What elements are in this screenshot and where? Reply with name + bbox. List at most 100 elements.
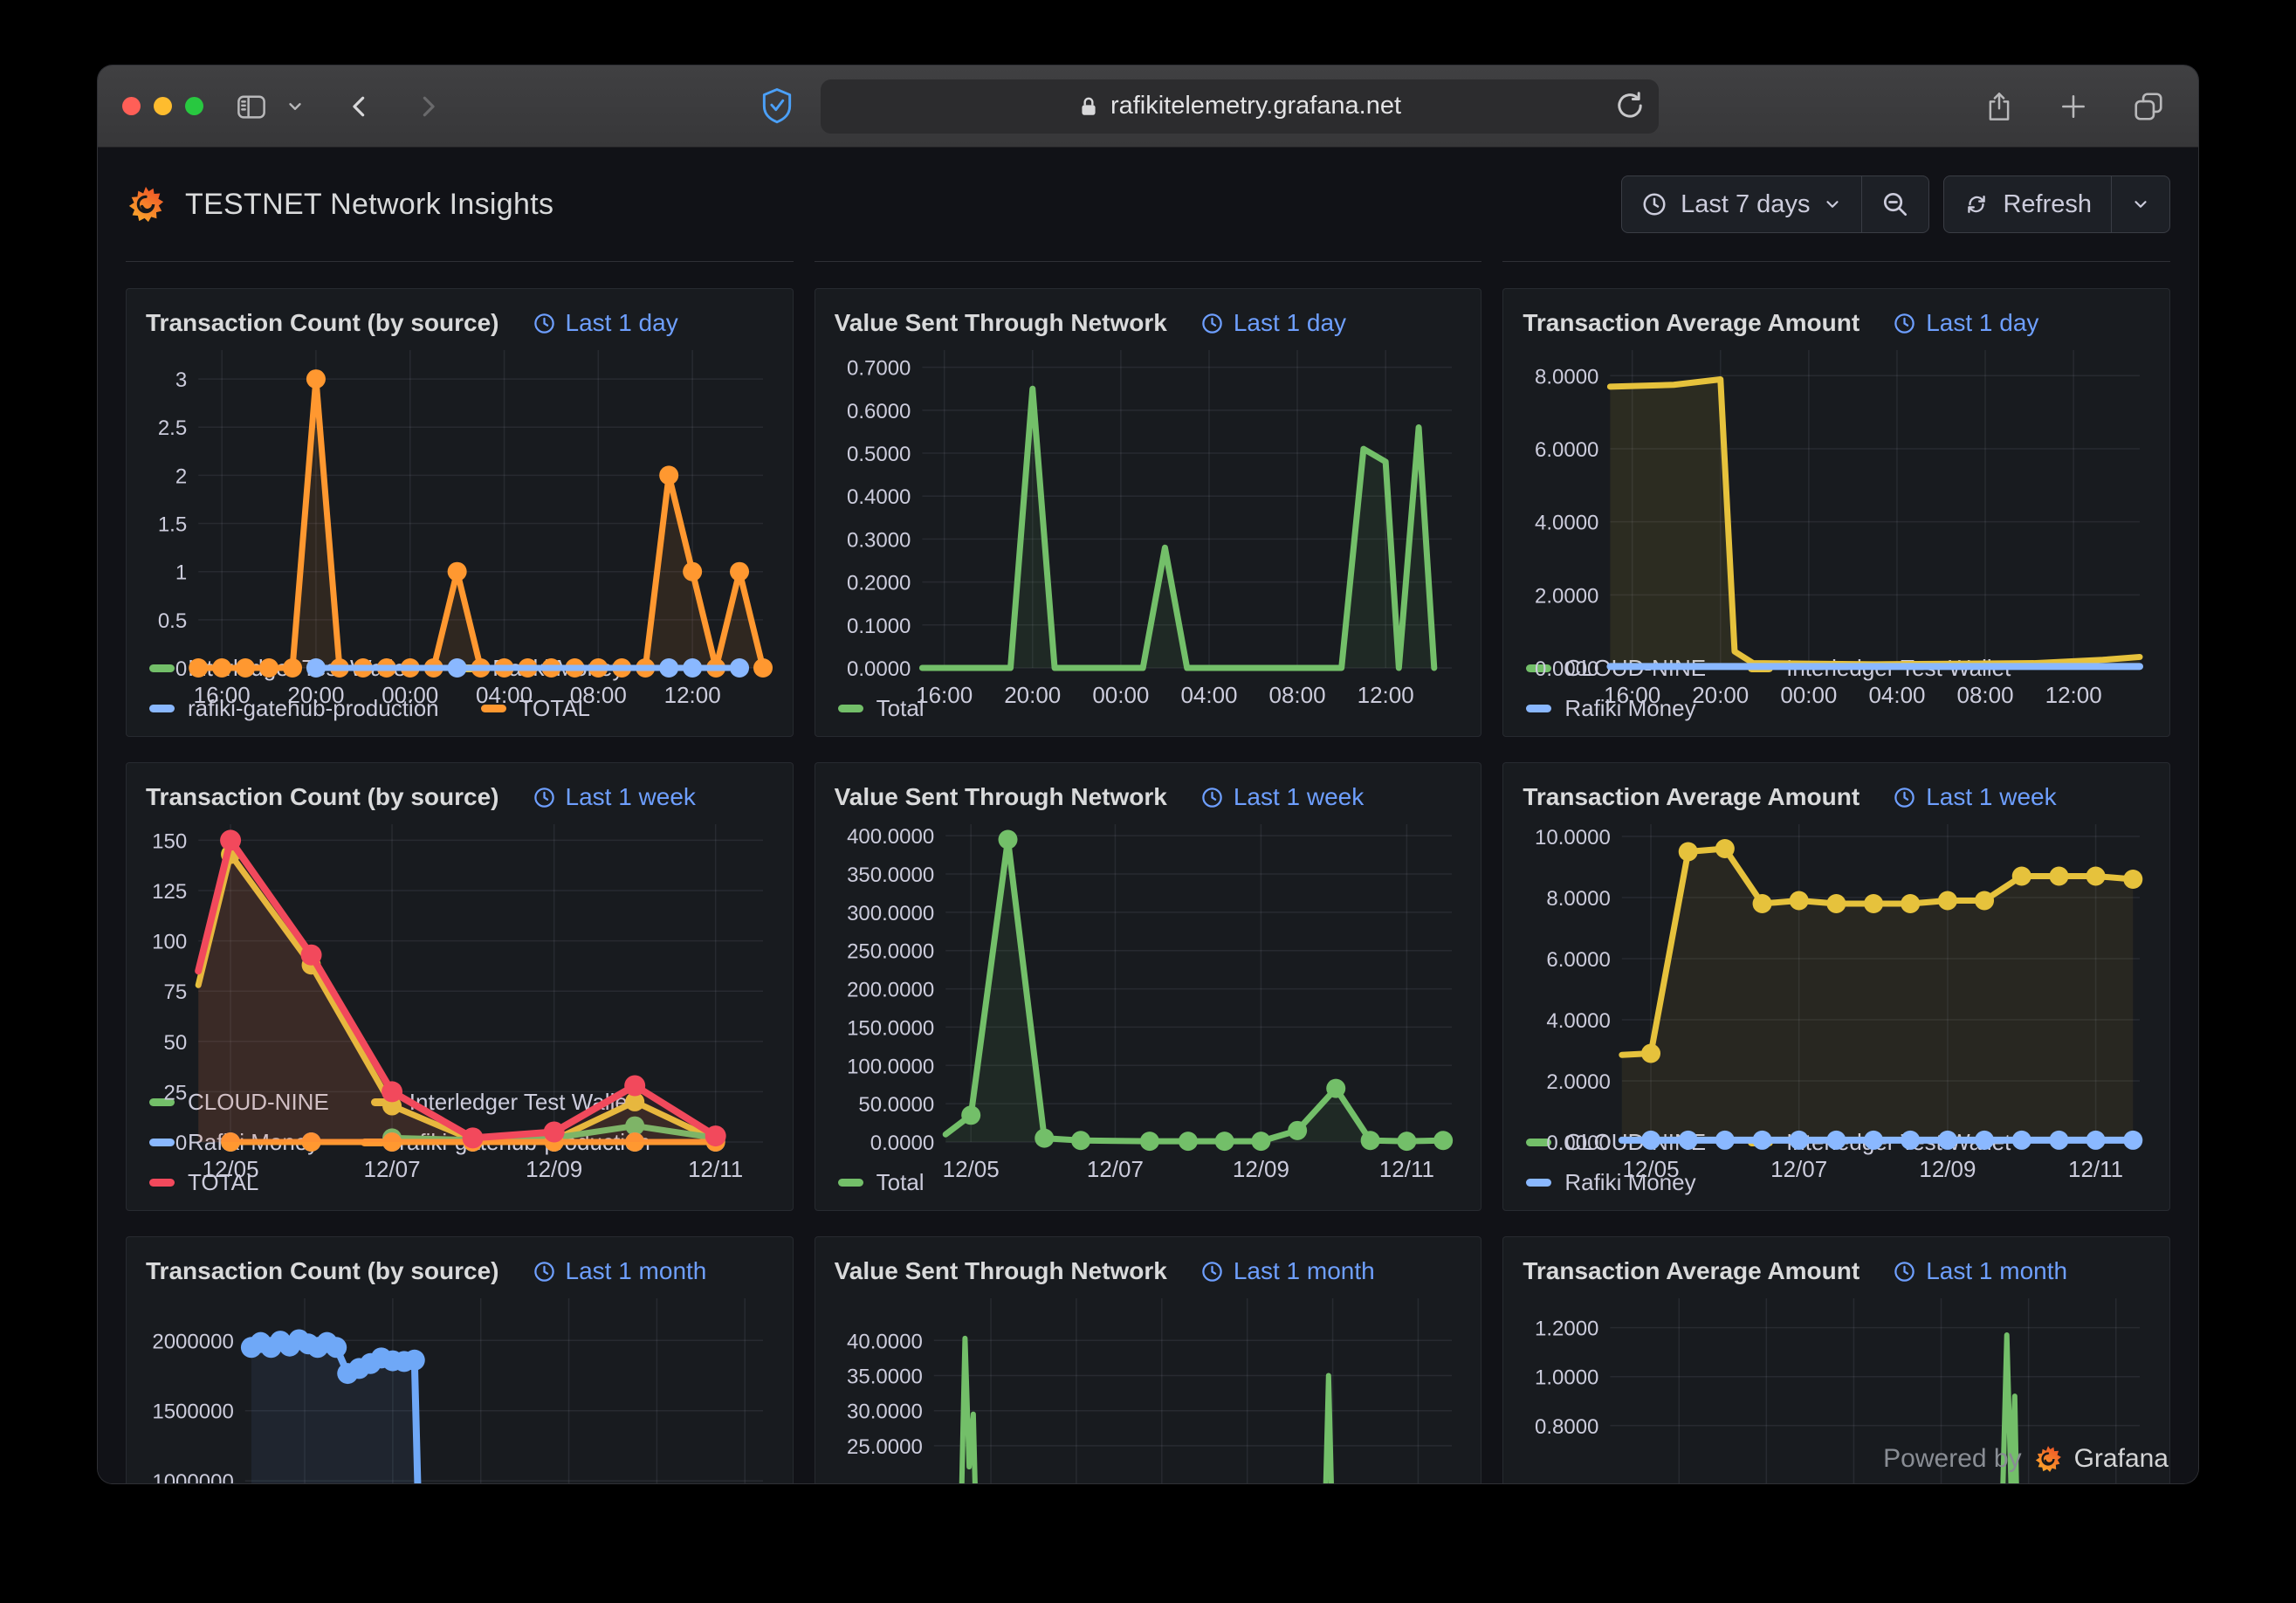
zoom-out-button[interactable] bbox=[1861, 176, 1928, 232]
reload-button[interactable] bbox=[1613, 89, 1646, 122]
legend-label: TOTAL bbox=[188, 1169, 259, 1195]
share-icon bbox=[1989, 92, 2010, 120]
powered-by-label: Powered by bbox=[1883, 1444, 2022, 1473]
svg-text:0.2000: 0.2000 bbox=[847, 572, 911, 595]
legend-item[interactable]: Total bbox=[837, 1169, 925, 1196]
clock-icon bbox=[1894, 787, 1914, 808]
legend-item[interactable]: Rafiki Money bbox=[1526, 695, 1696, 722]
panel-title: Transaction Average Amount bbox=[1523, 309, 1860, 336]
share-button[interactable] bbox=[1975, 89, 2024, 124]
time-range-label: Last 7 days bbox=[1681, 189, 1811, 218]
panel-time-override: Last 1 day bbox=[1893, 309, 2038, 337]
legend-item[interactable]: TOTAL bbox=[480, 695, 591, 722]
chevron-down-icon bbox=[1826, 201, 1839, 208]
legend-swatch bbox=[149, 1179, 175, 1187]
svg-text:0.4000: 0.4000 bbox=[847, 485, 911, 509]
svg-text:25: 25 bbox=[163, 1081, 187, 1104]
svg-text:10.0000: 10.0000 bbox=[1535, 826, 1611, 850]
refresh-interval-dropdown[interactable] bbox=[2111, 176, 2169, 232]
svg-text:3: 3 bbox=[175, 368, 187, 392]
svg-text:12:00: 12:00 bbox=[664, 682, 721, 708]
browser-toolbar: rafikitelemetry.grafana.net bbox=[98, 65, 2198, 148]
svg-text:12/11: 12/11 bbox=[1378, 1156, 1433, 1182]
refresh-button[interactable]: Refresh bbox=[1944, 176, 2111, 232]
svg-text:20:00: 20:00 bbox=[287, 682, 344, 708]
legend-swatch bbox=[1526, 1179, 1552, 1187]
svg-text:0.0000: 0.0000 bbox=[1535, 657, 1598, 681]
chevron-down-icon bbox=[2134, 201, 2147, 208]
svg-text:12/11: 12/11 bbox=[2068, 1156, 2123, 1182]
svg-text:1.2000: 1.2000 bbox=[1535, 1317, 1598, 1341]
tab-group-chevron-button[interactable] bbox=[277, 97, 313, 116]
sidebar-icon bbox=[237, 95, 265, 119]
panel-title: Transaction Count (by source) bbox=[146, 1257, 499, 1284]
chart-canvas[interactable]: 12/05 12/07 12/09 12/11 0 25 50 75 100 125 150 bbox=[144, 815, 775, 1182]
legend-swatch bbox=[1526, 705, 1552, 712]
chart-canvas[interactable]: 25.0000 30.0000 35.0000 40.0000 bbox=[833, 1290, 1464, 1483]
chart-svg: 16:00 20:00 00:00 04:00 08:00 12:00 0 0.5 1 1.5 2 2… bbox=[158, 350, 773, 708]
legend-item[interactable]: rafiki-gatehub-production bbox=[149, 695, 439, 722]
legend-swatch bbox=[1526, 1139, 1552, 1146]
svg-text:0.0000: 0.0000 bbox=[847, 657, 911, 681]
legend-item[interactable]: Total bbox=[837, 695, 925, 722]
svg-text:1.5: 1.5 bbox=[158, 513, 187, 537]
panel-avg-amount-1w: Transaction Average Amount Last 1 week 1… bbox=[1502, 762, 2170, 1211]
legend-item[interactable]: CLOUD-NINE bbox=[149, 1089, 329, 1116]
svg-text:6.0000: 6.0000 bbox=[1535, 438, 1598, 462]
panel-transaction-count-1mo: Transaction Count (by source) Last 1 mon… bbox=[126, 1236, 794, 1483]
svg-text:125: 125 bbox=[152, 880, 187, 904]
svg-text:12/07: 12/07 bbox=[1770, 1156, 1827, 1182]
sidebar-toggle-button[interactable] bbox=[226, 91, 277, 122]
legend-label: TOTAL bbox=[519, 695, 591, 721]
grafana-brand-label: Grafana bbox=[2073, 1444, 2169, 1473]
svg-text:12:00: 12:00 bbox=[1357, 682, 1413, 708]
svg-text:12/05: 12/05 bbox=[203, 1156, 259, 1182]
fullscreen-button[interactable] bbox=[185, 97, 203, 115]
legend-item[interactable]: Rafiki Money bbox=[1526, 1169, 1696, 1196]
time-range-picker-button[interactable]: Last 7 days bbox=[1622, 176, 1861, 232]
svg-text:6.0000: 6.0000 bbox=[1547, 948, 1611, 972]
svg-text:0.6000: 0.6000 bbox=[847, 400, 911, 423]
chart-canvas[interactable]: 12/05 12/07 12/09 12/11 0.0000 50.0000 100.000… bbox=[833, 815, 1464, 1182]
tab-overview-button[interactable] bbox=[2123, 90, 2174, 123]
svg-text:0: 0 bbox=[175, 1132, 187, 1155]
new-tab-button[interactable] bbox=[2050, 92, 2097, 121]
svg-text:8.0000: 8.0000 bbox=[1535, 365, 1598, 389]
chart-canvas[interactable]: 1000000 1500000 2000000 bbox=[144, 1290, 775, 1483]
chevron-down-icon bbox=[289, 102, 301, 110]
chart-canvas[interactable]: 0.8000 1.0000 1.2000 bbox=[1521, 1290, 2152, 1483]
chart-canvas[interactable]: 12/05 12/07 12/09 12/11 0.0000 2.0000 4.0000 6.… bbox=[1521, 815, 2152, 1182]
chart-canvas[interactable]: 16:00 20:00 00:00 04:00 08:00 12:00 0.0000 2.00… bbox=[1521, 341, 2152, 708]
svg-text:250.0000: 250.0000 bbox=[847, 940, 934, 964]
panel-avg-amount-1mo: Transaction Average Amount Last 1 month … bbox=[1502, 1236, 2170, 1483]
panel-title: Transaction Count (by source) bbox=[146, 783, 499, 810]
back-button[interactable] bbox=[336, 92, 383, 121]
chart-canvas[interactable]: 16:00 20:00 00:00 04:00 08:00 12:00 0.0000 0.10… bbox=[833, 341, 1464, 708]
grafana-logo-icon[interactable] bbox=[126, 183, 166, 225]
svg-text:0.5000: 0.5000 bbox=[847, 443, 911, 466]
refresh-icon bbox=[1968, 196, 1986, 213]
svg-text:08:00: 08:00 bbox=[570, 682, 627, 708]
svg-text:400.0000: 400.0000 bbox=[847, 825, 934, 849]
svg-text:00:00: 00:00 bbox=[382, 682, 438, 708]
panel-value-sent-1mo: Value Sent Through Network Last 1 month … bbox=[814, 1236, 1482, 1483]
minimize-button[interactable] bbox=[154, 97, 172, 115]
grafana-logo-icon bbox=[2035, 1446, 2061, 1472]
legend-item[interactable]: TOTAL bbox=[149, 1169, 258, 1196]
powered-by-grafana-link[interactable]: Powered by Grafana bbox=[1883, 1443, 2169, 1475]
clock-icon bbox=[1202, 787, 1222, 808]
panel-time-override: Last 1 week bbox=[533, 783, 696, 811]
shield-icon bbox=[762, 87, 791, 123]
close-button[interactable] bbox=[122, 97, 141, 115]
forward-button[interactable] bbox=[404, 92, 451, 121]
chart-svg: 12/05 12/07 12/09 12/11 0.0000 50.0000 100.000… bbox=[847, 824, 1453, 1182]
chart-canvas[interactable]: 16:00 20:00 00:00 04:00 08:00 12:00 0 0.5 1 1.5 2 2… bbox=[144, 341, 775, 708]
svg-text:04:00: 04:00 bbox=[476, 682, 533, 708]
panel-time-override: Last 1 week bbox=[1893, 783, 2057, 811]
legend-label: Total bbox=[876, 1169, 925, 1195]
legend-swatch bbox=[149, 1098, 175, 1106]
privacy-shield-button[interactable] bbox=[751, 87, 803, 126]
url-bar[interactable]: rafikitelemetry.grafana.net bbox=[820, 79, 1659, 134]
legend-swatch bbox=[480, 705, 506, 712]
svg-text:100.0000: 100.0000 bbox=[847, 1055, 934, 1078]
